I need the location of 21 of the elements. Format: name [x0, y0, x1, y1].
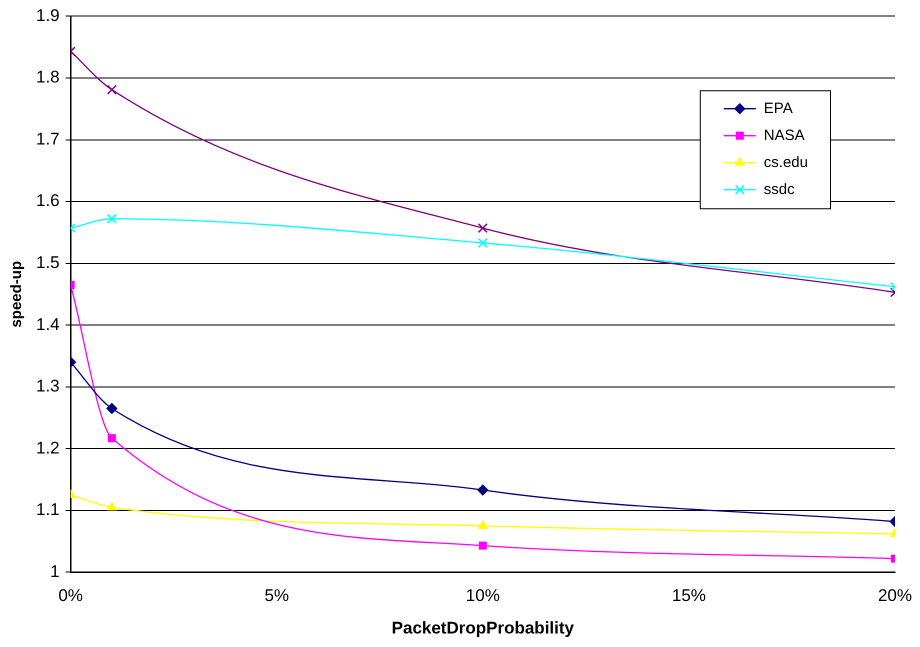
x-tick-label: 0%: [58, 586, 83, 606]
legend-label: NASA: [764, 126, 805, 144]
legend-label: cs.edu: [764, 154, 808, 171]
y-tick-label: 1.2: [36, 438, 60, 458]
x-axis-title: PacketDropProbability: [392, 618, 575, 638]
y-tick-label: 1.3: [36, 376, 60, 396]
y-axis-title: speed-up: [8, 260, 26, 328]
x-tick-label: 10%: [466, 586, 500, 606]
x-tick-label: 5%: [264, 586, 290, 606]
legend-label: EPA: [764, 100, 793, 117]
y-tick-label: 1.6: [36, 191, 60, 210]
y-tick-label: 1.4: [36, 314, 60, 334]
y-tick-label: 1.8: [36, 68, 60, 87]
y-tick-label: 1.7: [36, 129, 60, 148]
y-tick-label: 1.5: [36, 253, 60, 272]
legend-label: ssdc: [764, 180, 796, 198]
x-tick-label: 15%: [672, 586, 706, 606]
y-tick-label: 1.1: [36, 500, 60, 520]
y-tick-label: 1.9: [36, 6, 60, 25]
x-tick-label: 20%: [878, 586, 912, 606]
y-tick-label: 1: [50, 562, 60, 581]
